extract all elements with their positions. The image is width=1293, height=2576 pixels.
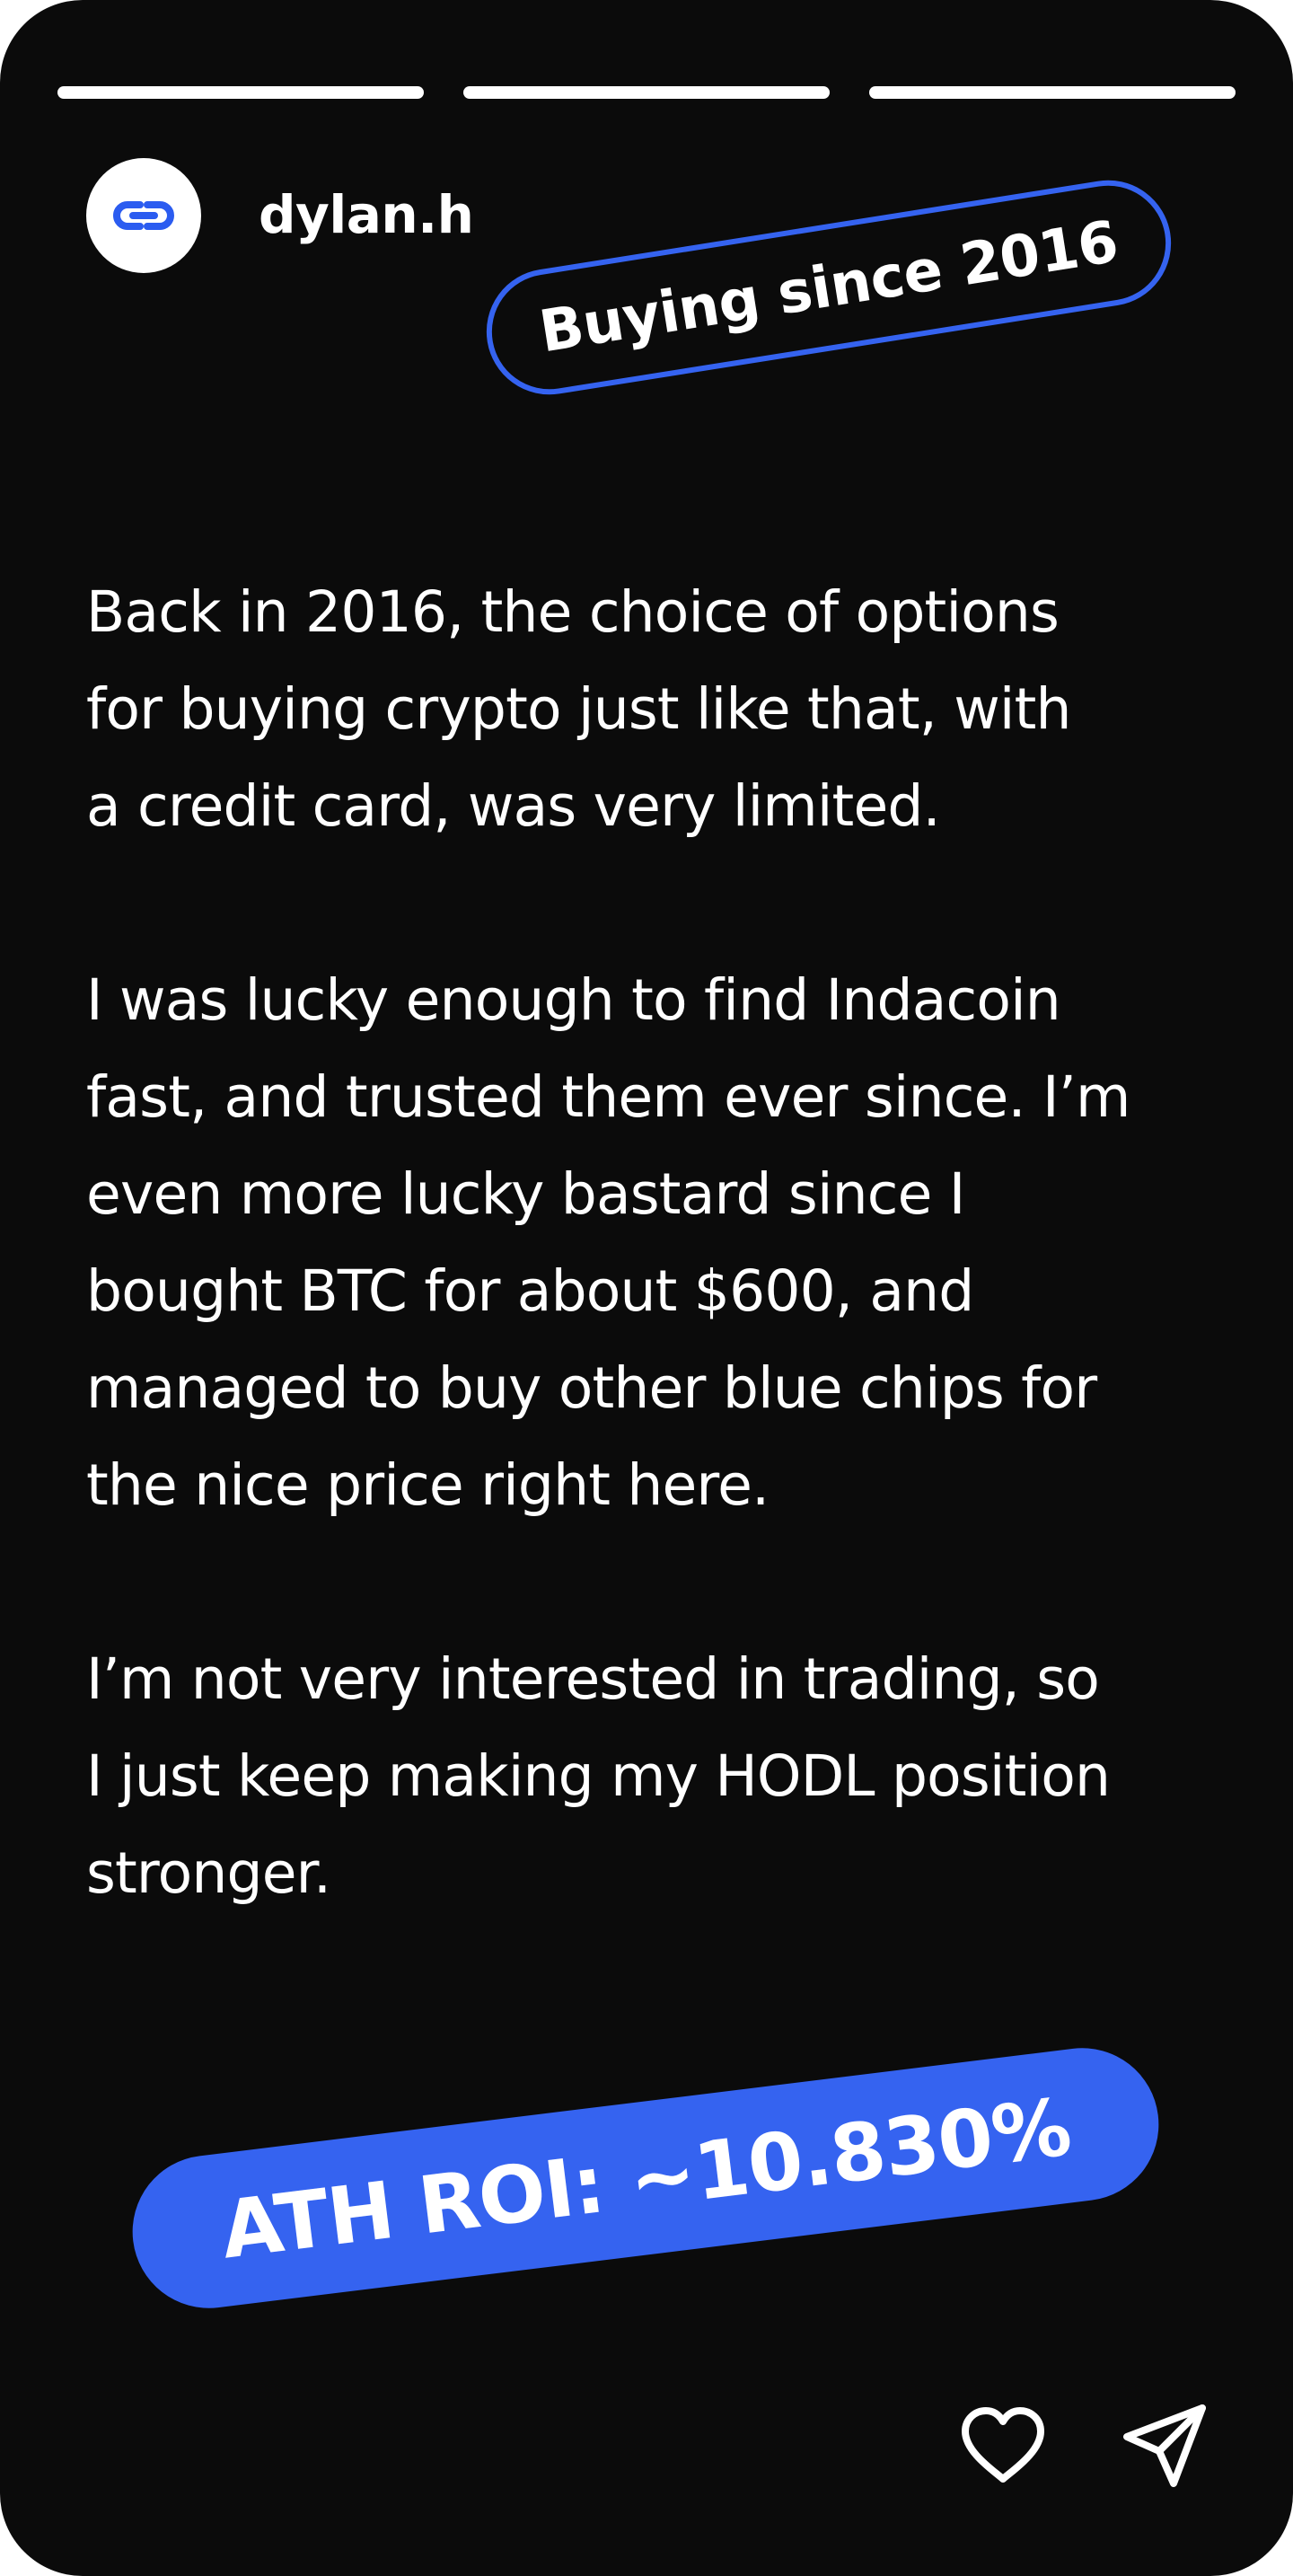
- since-badge-label: Buying since 2016: [534, 208, 1123, 366]
- link-icon: [113, 201, 174, 230]
- story-actions: [954, 2396, 1214, 2495]
- story-paragraph-1: Back in 2016, the choice of options for …: [86, 579, 1071, 839]
- roi-badge-label: ATH ROI: ~10.830%: [216, 2079, 1076, 2277]
- progress-segment-2: [463, 86, 830, 99]
- roi-badge: ATH ROI: ~10.830%: [123, 2039, 1168, 2317]
- username[interactable]: dylan.h: [259, 184, 474, 245]
- like-button[interactable]: [954, 2396, 1052, 2495]
- send-icon: [1123, 2404, 1206, 2487]
- avatar[interactable]: [86, 158, 201, 273]
- progress-segment-3: [869, 86, 1236, 99]
- share-button[interactable]: [1115, 2396, 1214, 2495]
- since-badge: Buying since 2016: [477, 171, 1181, 404]
- story-paragraph-2: I was lucky enough to find Indacoin fast…: [86, 967, 1130, 1518]
- story-paragraph-3: I’m not very interested in trading, so I…: [86, 1646, 1111, 1906]
- heart-icon: [962, 2407, 1044, 2483]
- story-progress-bar: [57, 86, 1236, 99]
- progress-segment-1: [57, 86, 424, 99]
- story-text: Back in 2016, the choice of options for …: [86, 564, 1218, 2019]
